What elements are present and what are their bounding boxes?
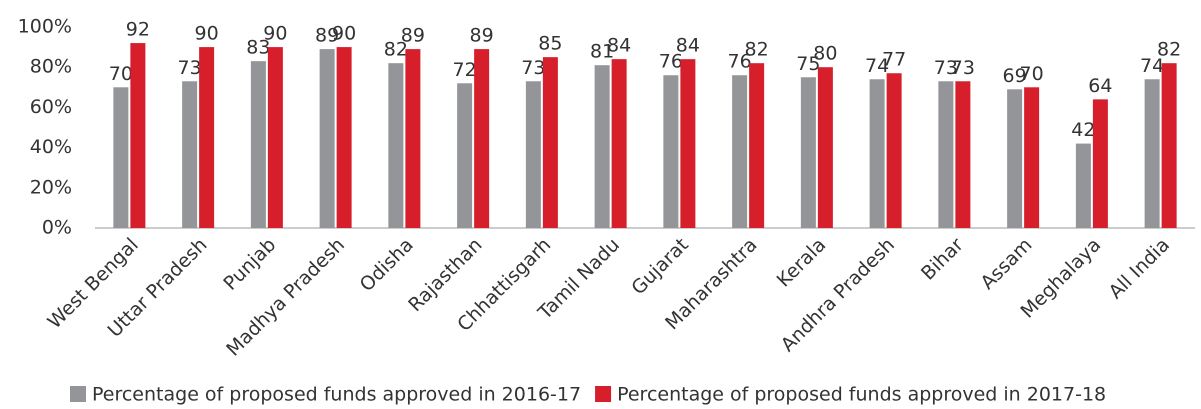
data-label: 42 xyxy=(1071,119,1095,141)
bar xyxy=(800,77,816,228)
bar xyxy=(405,49,421,228)
legend-swatch xyxy=(595,386,612,402)
bar xyxy=(680,59,696,228)
data-label: 82 xyxy=(745,39,769,61)
bar xyxy=(1161,63,1177,229)
data-label: 83 xyxy=(246,37,270,59)
bar xyxy=(1024,87,1040,228)
x-tick-label: Gujarat xyxy=(627,234,692,299)
data-label: 80 xyxy=(813,43,837,65)
bar xyxy=(749,63,765,229)
y-tick-label: 0% xyxy=(42,217,72,239)
data-label: 74 xyxy=(865,55,889,77)
data-label: 76 xyxy=(728,51,752,73)
legend-label: Percentage of proposed funds approved in… xyxy=(617,384,1106,406)
x-tick-label: Punjab xyxy=(219,234,280,295)
bar xyxy=(388,63,404,229)
data-label: 73 xyxy=(521,57,545,79)
data-label: 77 xyxy=(882,49,906,71)
bar xyxy=(732,75,748,229)
x-tick-label: Madhya Pradesh xyxy=(222,234,349,361)
data-label: 74 xyxy=(1140,55,1164,77)
bar xyxy=(817,67,833,228)
y-tick-label: 20% xyxy=(30,176,72,198)
bar xyxy=(663,75,679,229)
bar xyxy=(886,73,902,228)
data-label: 81 xyxy=(590,41,614,63)
data-label: 90 xyxy=(332,23,356,45)
bar xyxy=(525,81,541,229)
data-label: 84 xyxy=(676,35,700,57)
data-label: 82 xyxy=(384,39,408,61)
y-tick-label: 40% xyxy=(30,136,72,158)
data-label: 76 xyxy=(659,51,683,73)
bar xyxy=(1075,143,1091,228)
bar xyxy=(474,49,490,228)
x-tick-label: Assam xyxy=(976,234,1036,294)
data-label: 70 xyxy=(109,63,133,85)
data-label: 73 xyxy=(951,57,975,79)
x-tick-label: Odisha xyxy=(356,234,418,296)
bar xyxy=(457,83,473,228)
legend-swatch xyxy=(70,386,86,402)
bar xyxy=(938,81,954,229)
bar xyxy=(955,81,971,229)
data-label: 69 xyxy=(1003,65,1027,87)
data-label: 90 xyxy=(263,23,287,45)
bar xyxy=(1092,99,1108,228)
bar xyxy=(1144,79,1160,228)
data-label: 82 xyxy=(1157,39,1181,61)
data-label: 89 xyxy=(470,25,494,47)
legend-label: Percentage of proposed funds approved in… xyxy=(92,384,581,406)
bar xyxy=(182,81,198,229)
data-label: 73 xyxy=(178,57,202,79)
bar xyxy=(542,57,558,229)
bar xyxy=(611,59,627,228)
data-label: 85 xyxy=(538,33,562,55)
x-tick-label: All India xyxy=(1105,234,1174,303)
bar xyxy=(199,47,215,228)
bar xyxy=(319,49,335,228)
data-label: 64 xyxy=(1088,75,1112,97)
data-label: 75 xyxy=(796,53,820,75)
bar xyxy=(594,65,610,228)
y-tick-label: 100% xyxy=(18,16,72,38)
bar xyxy=(113,87,129,228)
data-label: 73 xyxy=(934,57,958,79)
bar xyxy=(250,61,266,228)
data-label: 70 xyxy=(1020,63,1044,85)
y-tick-label: 60% xyxy=(30,96,72,118)
y-tick-label: 80% xyxy=(30,56,72,78)
data-label: 89 xyxy=(315,25,339,47)
data-label: 72 xyxy=(453,59,477,81)
bar xyxy=(130,43,146,228)
x-tick-label: Kerala xyxy=(773,234,831,292)
data-label: 89 xyxy=(401,25,425,47)
bar xyxy=(1007,89,1023,228)
data-label: 92 xyxy=(126,19,150,41)
x-tick-label: Bihar xyxy=(917,234,968,285)
bar xyxy=(336,47,352,228)
data-label: 84 xyxy=(607,35,631,57)
data-label: 90 xyxy=(195,23,219,45)
bar xyxy=(869,79,885,228)
bar xyxy=(267,47,283,228)
